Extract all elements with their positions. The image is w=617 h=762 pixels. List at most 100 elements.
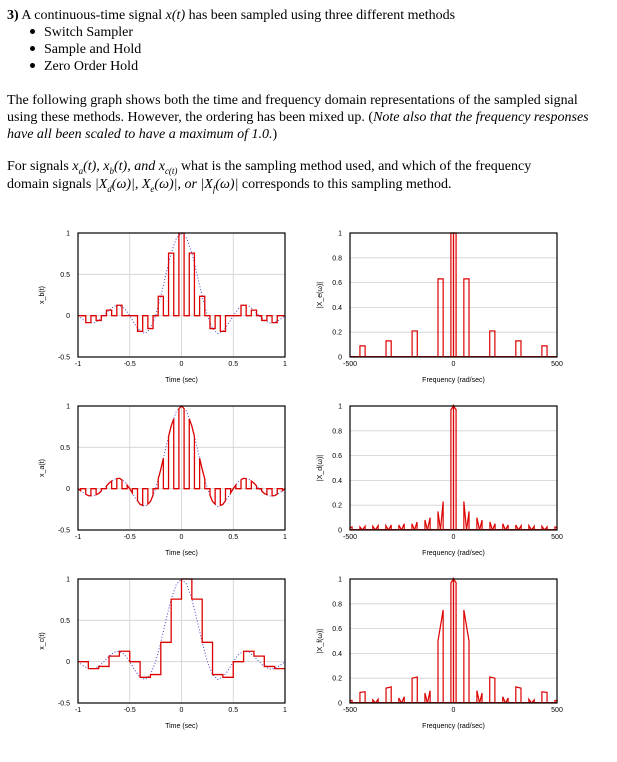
y-tick-label: 1 [66, 404, 70, 411]
plot-frame [77, 405, 286, 531]
spectrum-lobe [528, 697, 533, 704]
note-text: have all been scaled to have a maximum o… [7, 127, 273, 142]
spectrum-lobe [504, 697, 509, 704]
x-tick-label: 0.5 [228, 707, 238, 714]
spectrum-lobe [541, 524, 546, 531]
y-tick-label: 0.5 [60, 618, 70, 625]
y-axis-title: x_c(t) [39, 632, 46, 650]
y-tick-label: 0.8 [332, 255, 342, 262]
spectrum-lobe [541, 345, 548, 357]
y-axis-title: |X_d(ω)| [317, 455, 324, 481]
y-tick-label: 0.8 [332, 428, 342, 435]
spectrum-lobe [544, 525, 548, 531]
y-tick-label: 0.4 [332, 651, 342, 658]
spectrum-lobe [374, 523, 379, 531]
x-tick-label: 0.5 [228, 361, 238, 368]
spectrum-lobe [359, 525, 363, 531]
math: x [158, 159, 165, 174]
math: (ω)|, [111, 177, 142, 192]
spectrum-lobe [515, 340, 522, 357]
x-axis-title: Frequency (rad/sec) [422, 550, 485, 557]
spectrum-lobe [411, 523, 416, 531]
method-item: Zero Order Hold [30, 59, 138, 75]
y-tick-label: 0.2 [332, 330, 342, 337]
sampled-signal-trace [78, 578, 285, 678]
math: (ω)| [215, 177, 239, 192]
x-tick-label: -1 [75, 361, 81, 368]
spectrum-lobe [531, 524, 535, 531]
question-intro: 3) A continuous-time signal x(t) has bee… [7, 8, 455, 24]
y-tick-label: 0.6 [332, 626, 342, 633]
text: using these methods. However, the orderi… [7, 110, 374, 125]
x-tick-label: -500 [343, 361, 357, 368]
y-axis-title: x_b(t) [39, 286, 46, 304]
math-sub: f [212, 183, 216, 194]
math-sub: b [109, 165, 115, 176]
y-tick-label: 0.8 [332, 601, 342, 608]
y-tick-label: 0.4 [332, 478, 342, 485]
spectrum-lobe [489, 330, 496, 357]
x-tick-label: -500 [343, 707, 357, 714]
y-tick-label: 1 [66, 231, 70, 238]
y-tick-label: 0.2 [332, 503, 342, 510]
y-tick-label: 0 [338, 355, 342, 362]
spectrum-lobe [437, 278, 444, 357]
spectrum-lobe [385, 340, 392, 357]
bullet-icon [30, 29, 35, 35]
y-tick-label: -0.5 [58, 701, 70, 708]
y-tick-label: 1 [338, 231, 342, 238]
spectrum-lobe [374, 697, 379, 704]
math: (t), [83, 159, 104, 174]
y-axis-title: x_a(t) [39, 459, 46, 477]
spectrum-lobe [463, 609, 470, 703]
spectrum-lobe [489, 676, 496, 703]
method-label: Sample and Hold [44, 42, 142, 57]
math-sub: d [107, 183, 112, 194]
spectrum-lobe [450, 577, 455, 703]
spectrum-lobe [476, 517, 481, 531]
plot-frame [349, 232, 558, 358]
spectrum-lobe [502, 523, 507, 531]
method-label: Switch Sampler [44, 25, 134, 40]
y-tick-label: -0.5 [58, 528, 70, 535]
x-axis-title: Frequency (rad/sec) [422, 723, 485, 730]
spectrum-lobe [385, 523, 390, 531]
y-tick-label: 0.6 [332, 280, 342, 287]
x-axis-title: Frequency (rad/sec) [422, 377, 485, 384]
plot-frame [77, 232, 286, 358]
x-tick-label: 0 [452, 707, 456, 714]
signal-symbol: x(t) [165, 8, 186, 23]
y-tick-label: 0 [66, 659, 70, 666]
text: domain signals [7, 177, 95, 192]
x-tick-label: 1 [283, 361, 287, 368]
spectrum-lobe [372, 524, 376, 531]
spectrum-lobe [426, 517, 431, 531]
x-tick-label: 0 [452, 534, 456, 541]
x-tick-label: 1 [283, 534, 287, 541]
spectrum-lobe [411, 330, 418, 357]
y-axis-title: |X_f(ω)| [317, 629, 324, 653]
math: |X [94, 177, 108, 192]
paragraph-line: using these methods. However, the orderi… [7, 110, 589, 126]
text: corresponds to this sampling method. [238, 177, 452, 192]
continuous-signal-curve [77, 578, 286, 681]
spectrum-lobe [439, 501, 444, 531]
x-tick-label: 0 [180, 707, 184, 714]
spectrum-lobe [424, 519, 429, 531]
y-tick-label: 0 [338, 528, 342, 535]
spectrum-lobe [437, 609, 444, 703]
plot-frame [349, 578, 558, 704]
paragraph-line: have all been scaled to have a maximum o… [7, 127, 277, 143]
plot-frame [349, 405, 558, 531]
math-sub: a [78, 165, 84, 176]
intro-text-end: has been sampled using three different m… [185, 8, 456, 23]
y-tick-label: 0 [66, 486, 70, 493]
continuous-signal-curve [77, 405, 286, 508]
x-tick-label: -0.5 [124, 534, 136, 541]
y-tick-label: 0 [338, 701, 342, 708]
spectrum-lobe [515, 686, 522, 703]
